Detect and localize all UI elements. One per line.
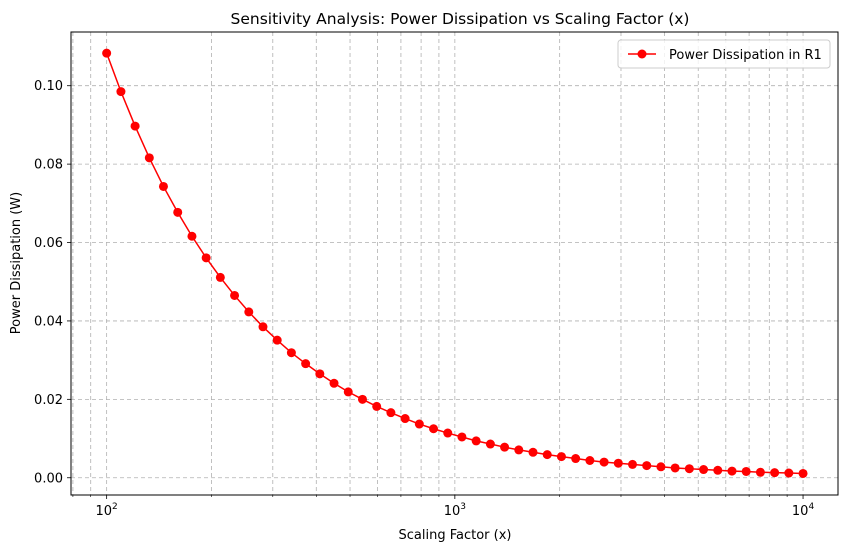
data-point — [158, 181, 168, 191]
y-axis-label: Power Dissipation (W) — [9, 192, 24, 334]
data-point — [599, 457, 609, 467]
data-point — [613, 458, 623, 468]
data-point — [798, 468, 808, 478]
data-point — [116, 87, 126, 97]
data-point — [301, 359, 311, 369]
data-point — [457, 432, 467, 442]
data-point — [173, 207, 183, 217]
data-point — [386, 408, 396, 418]
data-point — [102, 48, 112, 58]
data-point — [585, 456, 595, 465]
data-point — [514, 445, 524, 455]
data-point — [144, 153, 154, 163]
data-point — [272, 335, 282, 345]
data-point — [556, 452, 566, 462]
data-point — [315, 369, 325, 379]
data-point — [500, 442, 510, 452]
legend-label: Power Dissipation in R1 — [669, 48, 822, 63]
data-point — [130, 121, 140, 131]
y-tick-label: 0.06 — [34, 236, 63, 251]
legend-marker-swatch — [637, 49, 647, 59]
data-point — [187, 231, 197, 241]
y-tick-label: 0.04 — [34, 314, 63, 329]
data-point — [571, 454, 581, 464]
data-point — [699, 465, 709, 475]
data-point — [244, 307, 254, 317]
legend: Power Dissipation in R1 — [617, 39, 831, 69]
data-point — [727, 466, 737, 476]
data-point — [713, 465, 723, 475]
data-point — [770, 468, 780, 478]
data-point — [670, 463, 680, 473]
y-tick-label: 0.00 — [34, 471, 63, 486]
data-point — [286, 348, 296, 358]
data-point — [201, 253, 211, 263]
data-point — [485, 439, 495, 449]
data-point — [755, 467, 765, 477]
data-point — [443, 428, 453, 438]
data-point — [542, 450, 552, 460]
data-point — [258, 322, 268, 332]
data-point — [784, 468, 794, 478]
data-point — [414, 419, 424, 429]
data-point — [628, 459, 637, 469]
y-tick-label: 0.10 — [34, 79, 63, 94]
data-point — [400, 414, 410, 424]
x-axis-label: Scaling Factor (x) — [399, 528, 512, 543]
y-tick-label: 0.02 — [34, 393, 63, 408]
grid — [71, 32, 838, 495]
series-layer — [102, 48, 808, 478]
data-point — [684, 464, 694, 474]
data-point — [329, 378, 339, 388]
data-point — [372, 401, 382, 411]
data-point — [343, 387, 353, 397]
data-point — [741, 466, 751, 476]
x-tick-exponent: 3 — [460, 502, 466, 512]
x-tick-exponent: 2 — [112, 502, 118, 512]
data-point — [357, 394, 367, 404]
legend-box — [617, 39, 831, 69]
y-tick-label: 0.08 — [34, 158, 63, 173]
data-point — [471, 436, 481, 446]
data-point — [215, 272, 225, 282]
data-point — [656, 462, 666, 472]
x-tick-exponent: 4 — [808, 502, 814, 512]
data-point — [429, 424, 439, 434]
data-point — [642, 461, 652, 471]
chart-title: Sensitivity Analysis: Power Dissipation … — [231, 10, 690, 28]
data-point — [528, 447, 538, 457]
data-point — [230, 290, 240, 300]
